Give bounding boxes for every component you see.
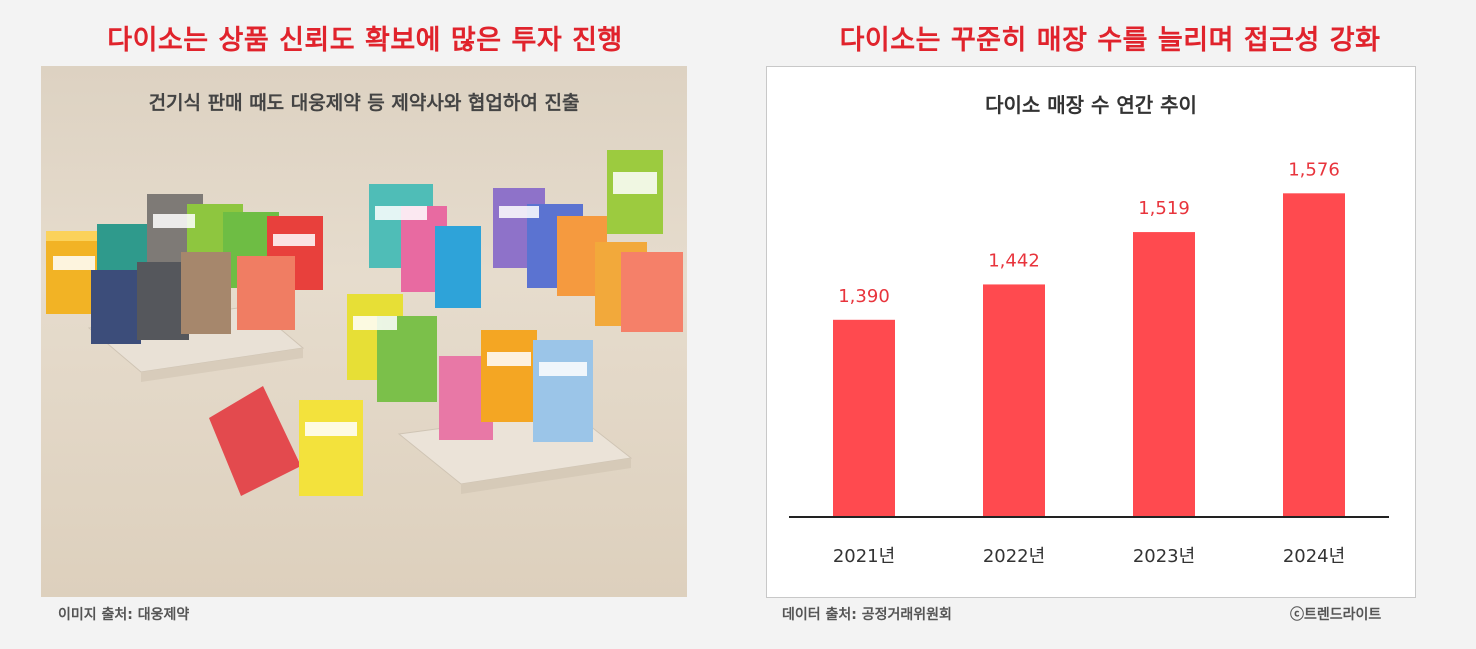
right-headline: 다이소는 꾸준히 매장 수를 늘리며 접근성 강화 bbox=[839, 25, 1381, 56]
chart-panel: 다이소 매장 수 연간 추이 1,390 2021년 1,442 2022년 1,519… bbox=[766, 66, 1416, 598]
chart-title: 다이소 매장 수 연간 추이 bbox=[985, 93, 1197, 117]
product-photo bbox=[46, 150, 683, 496]
bar-2024년 bbox=[1283, 193, 1345, 517]
copyright: ⓒ트렌드라이트 bbox=[1290, 607, 1382, 623]
x-tick-label: 2021년 bbox=[833, 546, 895, 567]
photo-caption: 건기식 판매 때도 대웅제약 등 제약사와 협업하여 진출 bbox=[148, 92, 580, 114]
x-tick-label: 2022년 bbox=[983, 546, 1045, 567]
left-headline: 다이소는 상품 신뢰도 확보에 많은 투자 진행 bbox=[107, 25, 623, 56]
value-label: 1,576 bbox=[1288, 159, 1340, 180]
image-source: 이미지 출처: 대웅제약 bbox=[58, 607, 190, 623]
bar-2022년 bbox=[983, 284, 1045, 517]
x-tick-label: 2024년 bbox=[1283, 546, 1345, 567]
x-tick-label: 2023년 bbox=[1133, 546, 1195, 567]
bar-2023년 bbox=[1133, 232, 1195, 517]
bar-chart: 1,390 2021년 1,442 2022년 1,519 2023년 1,576 2024년 bbox=[789, 159, 1389, 567]
value-label: 1,519 bbox=[1138, 198, 1190, 219]
data-source: 데이터 출처: 공정거래위원회 bbox=[782, 607, 952, 623]
value-label: 1,390 bbox=[838, 286, 890, 307]
product-photo-panel: 건기식 판매 때도 대웅제약 등 제약사와 협업하여 진출 bbox=[41, 66, 687, 597]
bar-2021년 bbox=[833, 319, 895, 517]
value-label: 1,442 bbox=[988, 250, 1040, 271]
